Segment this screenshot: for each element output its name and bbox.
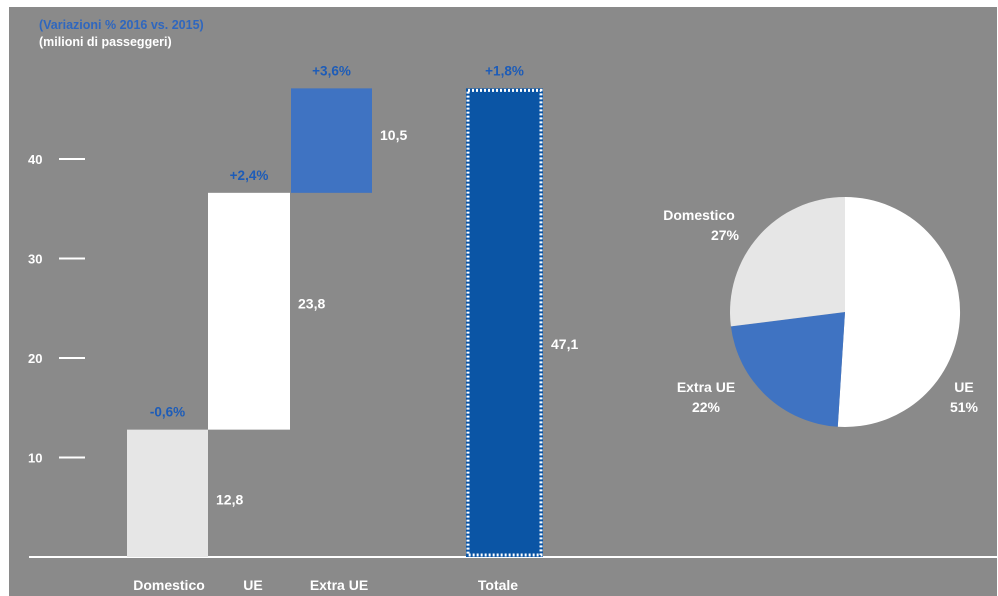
bar-extra-ue (291, 88, 372, 193)
pie-slice-extra-ue (730, 312, 845, 427)
bar-change-label: +2,4% (230, 168, 269, 183)
bar-change-label: -0,6% (150, 405, 185, 420)
x-category-label: Domestico (133, 577, 205, 593)
x-category-label: UE (243, 577, 262, 593)
pie-label-percent: 27% (711, 227, 740, 243)
bar-change-label: +1,8% (485, 63, 524, 78)
pie-label-percent: 51% (950, 399, 979, 415)
pie-label-percent: 22% (692, 399, 721, 415)
x-category-label: Extra UE (310, 577, 368, 593)
bar-value-label: 10,5 (380, 127, 407, 143)
pie-label-name: Extra UE (677, 379, 735, 395)
bar-value-label: 47,1 (551, 336, 578, 352)
pie-slice-domestico (730, 197, 845, 327)
y-tick-label: 20 (28, 351, 42, 366)
bar-totale-dotted-outline (466, 88, 543, 557)
pie-slice-ue (837, 196, 961, 427)
bar-domestico (127, 429, 208, 557)
x-category-label: Totale (478, 577, 518, 593)
bar-totale (466, 88, 543, 557)
pie-label-name: UE (954, 379, 973, 395)
y-tick-label: 30 (28, 252, 42, 267)
bar-ue (208, 192, 290, 430)
waterfall-and-pie-chart: 10 20 30 40 12,8 -0,6% Domestico 23,8 +2,4% UE 10,… (28, 63, 997, 593)
bar-change-label: +3,6% (312, 63, 351, 78)
chart-panel: (Variazioni % 2016 vs. 2015) (milioni di… (9, 7, 997, 596)
chart-unit-label: (milioni di passeggeri) (39, 35, 172, 49)
y-tick-label: 40 (28, 152, 42, 167)
pie-label-name: Domestico (663, 207, 735, 223)
y-tick-label: 10 (28, 451, 42, 466)
bar-value-label: 12,8 (216, 491, 243, 507)
bar-value-label: 23,8 (298, 295, 325, 311)
chart-subtitle: (Variazioni % 2016 vs. 2015) (39, 18, 204, 32)
